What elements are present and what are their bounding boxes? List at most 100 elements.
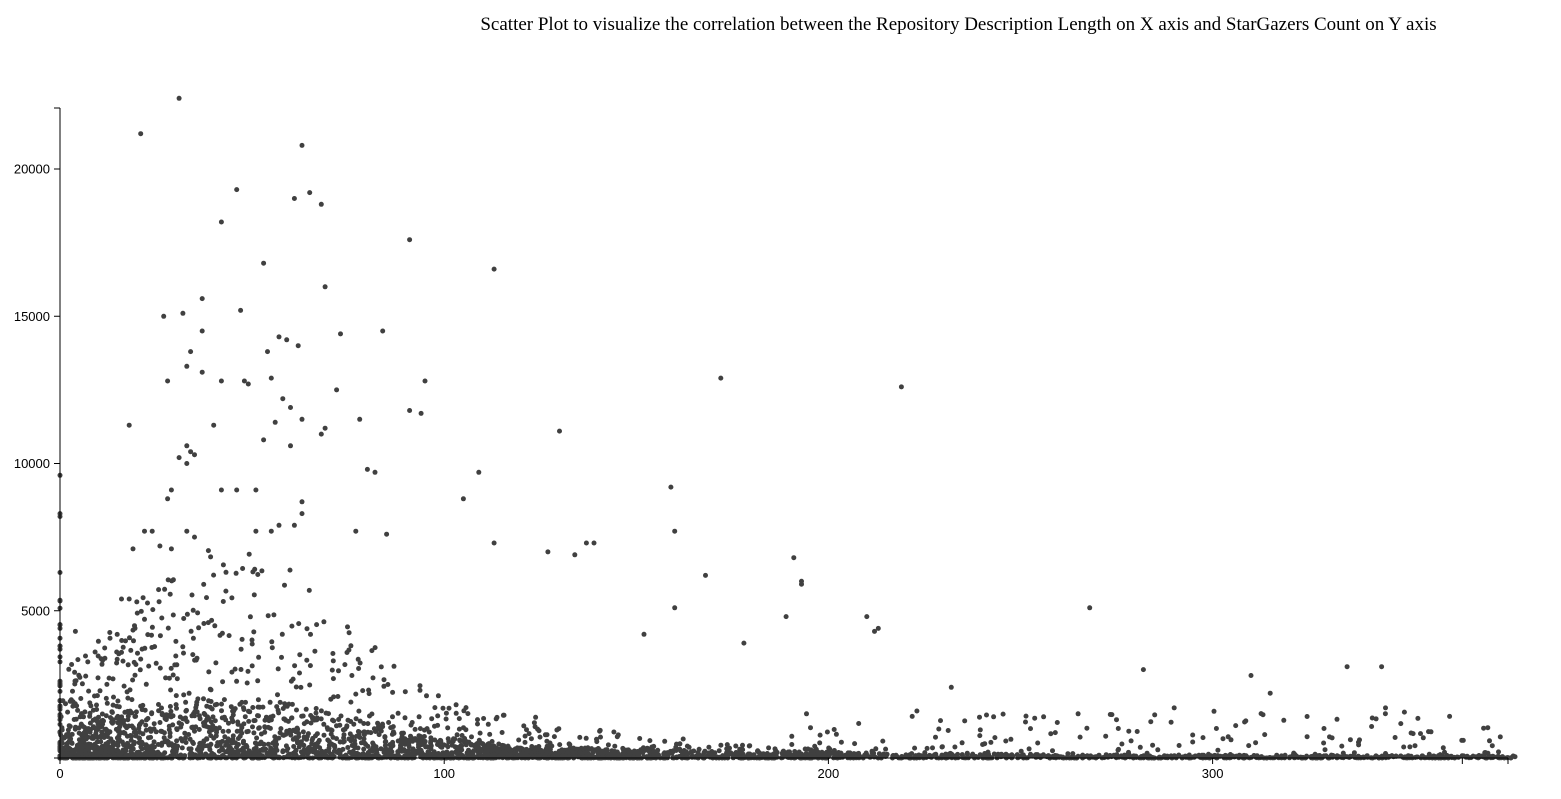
scatter-point bbox=[1144, 750, 1150, 756]
scatter-point bbox=[412, 748, 418, 754]
scatter-point bbox=[123, 638, 128, 644]
scatter-point bbox=[531, 720, 537, 726]
scatter-point bbox=[343, 752, 349, 758]
scatter-point bbox=[291, 744, 297, 749]
scatter-point bbox=[183, 740, 189, 745]
scatter-point bbox=[1459, 753, 1465, 759]
scatter-point bbox=[1496, 749, 1501, 755]
scatter-point bbox=[192, 452, 197, 458]
scatter-point bbox=[945, 728, 951, 733]
scatter-point bbox=[256, 654, 262, 660]
scatter-point bbox=[1393, 753, 1399, 759]
scatter-point bbox=[1050, 748, 1055, 754]
scatter-point bbox=[77, 674, 83, 680]
scatter-point bbox=[485, 721, 491, 727]
scatter-point bbox=[443, 710, 449, 716]
scatter-point bbox=[183, 699, 189, 705]
scatter-point bbox=[678, 748, 684, 754]
scatter-point bbox=[230, 712, 236, 718]
scatter-point bbox=[1103, 733, 1109, 739]
scatter-point bbox=[287, 567, 293, 573]
scatter-point bbox=[637, 736, 643, 741]
scatter-point bbox=[465, 711, 471, 717]
scatter-point bbox=[601, 750, 607, 755]
scatter-point bbox=[334, 387, 340, 393]
scatter-point bbox=[864, 614, 870, 620]
scatter-point bbox=[119, 638, 125, 643]
scatter-point bbox=[804, 711, 809, 717]
scatter-point bbox=[330, 734, 336, 740]
scatter-point bbox=[1144, 754, 1149, 760]
scatter-point bbox=[78, 721, 84, 727]
scatter-point bbox=[964, 750, 970, 756]
scatter-point bbox=[494, 714, 500, 720]
scatter-point bbox=[338, 713, 344, 719]
scatter-point bbox=[286, 754, 292, 760]
scatter-point bbox=[261, 437, 267, 443]
scatter-point bbox=[491, 540, 497, 546]
scatter-point bbox=[161, 313, 167, 319]
scatter-point bbox=[247, 748, 252, 754]
scatter-point bbox=[805, 746, 811, 752]
scatter-point bbox=[863, 750, 869, 756]
scatter-point bbox=[223, 588, 229, 594]
scatter-point bbox=[110, 746, 116, 752]
scatter-point bbox=[181, 616, 187, 621]
scatter-point bbox=[651, 752, 657, 758]
scatter-point bbox=[220, 679, 226, 685]
scatter-point bbox=[95, 638, 101, 644]
scatter-point bbox=[111, 694, 116, 700]
scatter-point bbox=[582, 745, 588, 751]
scatter-point bbox=[1420, 735, 1426, 741]
scatter-point bbox=[149, 528, 155, 534]
scatter-point bbox=[1379, 664, 1385, 670]
scatter-point bbox=[228, 704, 234, 710]
scatter-point bbox=[992, 735, 998, 741]
scatter-point bbox=[1436, 753, 1441, 759]
scatter-point bbox=[605, 742, 611, 748]
scatter-point bbox=[349, 734, 355, 740]
scatter-point bbox=[149, 632, 154, 638]
scatter-point bbox=[547, 747, 553, 753]
scatter-point bbox=[156, 587, 162, 593]
scatter-point bbox=[1180, 754, 1186, 760]
scatter-point bbox=[318, 431, 324, 437]
scatter-point bbox=[331, 694, 337, 700]
scatter-point bbox=[249, 641, 255, 647]
scatter-point bbox=[1338, 754, 1344, 760]
scatter-point bbox=[188, 628, 194, 634]
scatter-point bbox=[1052, 730, 1058, 736]
scatter-point bbox=[1440, 745, 1446, 751]
scatter-point bbox=[205, 620, 211, 626]
scatter-point bbox=[241, 378, 247, 384]
scatter-point bbox=[168, 687, 174, 693]
scatter-point bbox=[853, 751, 859, 757]
scatter-point bbox=[186, 732, 192, 737]
scatter-point bbox=[275, 692, 280, 698]
scatter-point bbox=[94, 718, 100, 724]
scatter-point bbox=[282, 582, 287, 588]
scatter-point bbox=[170, 672, 176, 678]
scatter-point bbox=[346, 630, 352, 636]
scatter-point bbox=[247, 614, 253, 620]
scatter-point bbox=[199, 328, 205, 334]
scatter-point bbox=[176, 455, 182, 461]
scatter-point bbox=[1328, 752, 1334, 758]
scatter-point bbox=[138, 608, 144, 614]
scatter-point bbox=[209, 706, 215, 712]
scatter-point bbox=[120, 658, 126, 664]
scatter-point bbox=[475, 717, 480, 723]
scatter-point bbox=[370, 740, 376, 746]
scatter-point bbox=[402, 715, 408, 721]
scatter-point bbox=[204, 595, 209, 601]
scatter-point bbox=[135, 650, 140, 656]
scatter-point bbox=[533, 754, 539, 760]
scatter-point bbox=[142, 616, 147, 622]
scatter-point bbox=[238, 728, 244, 734]
scatter-point bbox=[83, 653, 88, 659]
scatter-point bbox=[389, 754, 395, 760]
scatter-point bbox=[501, 751, 507, 757]
scatter-point bbox=[278, 726, 284, 732]
scatter-point bbox=[531, 745, 537, 751]
scatter-point bbox=[947, 750, 953, 756]
